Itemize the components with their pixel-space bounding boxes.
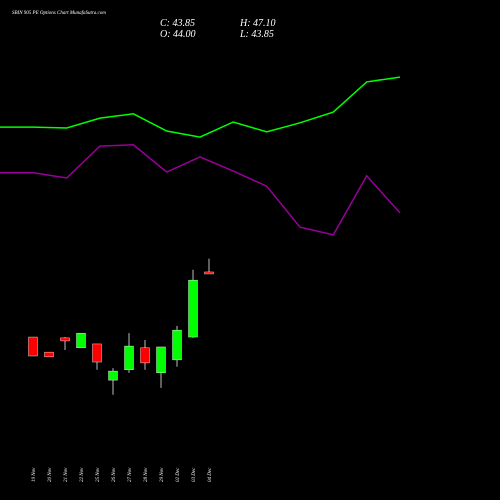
- x-tick-label: 22 Nov: [80, 467, 85, 482]
- x-tick-label: 28 Nov: [144, 467, 149, 482]
- chart-title: SBIN 905 PE Options Chart MunafaSutra.co…: [12, 11, 106, 16]
- candle-body: [124, 345, 134, 370]
- candle-body: [188, 279, 198, 338]
- indicator-line: [0, 76, 401, 138]
- candle-body: [204, 271, 214, 275]
- candle-body: [172, 329, 182, 361]
- candle-body: [92, 343, 102, 363]
- x-tick-label: 19 Nov: [32, 467, 37, 482]
- candle-body: [140, 347, 150, 364]
- high-label: H: 47.10: [239, 18, 276, 29]
- candle-body: [60, 337, 70, 342]
- x-tick-label: 02 Dec: [176, 467, 181, 482]
- x-tick-label: 21 Nov: [64, 467, 69, 482]
- x-tick-label: 26 Nov: [112, 467, 117, 482]
- candle-body: [44, 351, 54, 358]
- x-tick-label: 03 Dec: [192, 467, 197, 482]
- x-tick-label: 20 Nov: [48, 467, 53, 482]
- x-tick-label: 29 Nov: [160, 467, 165, 482]
- low-label: L: 43.85: [239, 29, 274, 40]
- x-tick-label: 27 Nov: [128, 467, 133, 482]
- open-label: O: 44.00: [160, 29, 196, 40]
- x-tick-label: 04 Dec: [208, 467, 213, 482]
- indicator-line: [0, 144, 401, 236]
- close-label: C: 43.85: [160, 18, 195, 29]
- candle-body: [108, 370, 118, 381]
- candle-body: [156, 346, 166, 374]
- x-tick-label: 25 Nov: [96, 467, 101, 482]
- candle-body: [76, 332, 86, 349]
- candle-body: [28, 336, 38, 357]
